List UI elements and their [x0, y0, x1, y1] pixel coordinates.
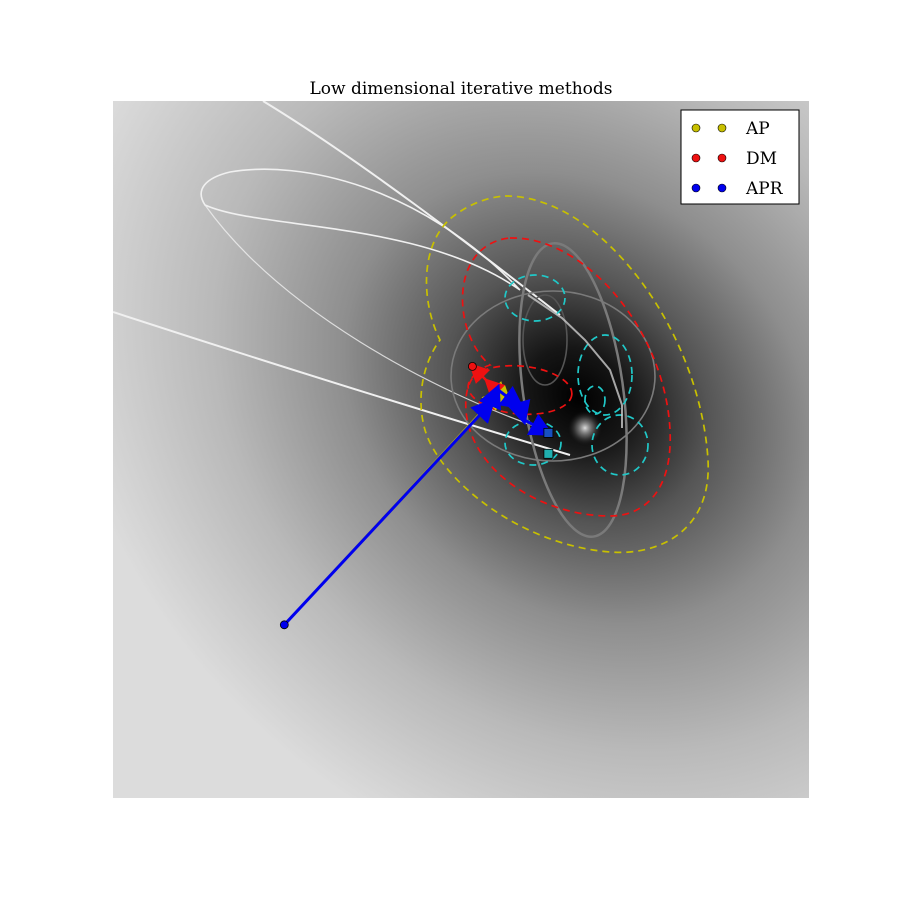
dm-point — [467, 361, 477, 371]
trajectory-step-apr — [478, 383, 502, 411]
yellow-dashed-contour — [420, 195, 709, 554]
minimum-glow — [567, 410, 603, 446]
trajectory-step-apr — [283, 398, 496, 626]
path-overlap-trace — [527, 294, 623, 428]
ap-end-square — [543, 448, 554, 459]
trajectory-step-apr — [507, 398, 531, 426]
legend-frame — [680, 109, 800, 205]
apr-end-square — [543, 427, 554, 438]
legend-entry-apr: APR — [691, 179, 784, 199]
chart-title: Low dimensional iterative methods — [310, 79, 613, 99]
legend-label: AP — [745, 119, 770, 139]
marker-layer — [279, 361, 554, 630]
legend: AP DM APR — [680, 109, 800, 205]
cyan-dashed-contour — [504, 274, 649, 476]
legend-marker — [691, 183, 701, 193]
start-point — [279, 620, 289, 630]
legend-marker — [691, 153, 701, 163]
legend-label: APR — [745, 179, 784, 199]
legend-marker — [717, 153, 727, 163]
legend-marker — [717, 123, 727, 133]
legend-marker — [717, 183, 727, 193]
heatmap-background — [113, 101, 809, 798]
legend-entry-ap: AP — [691, 119, 770, 139]
legend-label: DM — [746, 149, 777, 169]
white-orbit-contour — [113, 101, 571, 456]
legend-entry-dm: DM — [691, 149, 777, 169]
legend-marker — [691, 123, 701, 133]
